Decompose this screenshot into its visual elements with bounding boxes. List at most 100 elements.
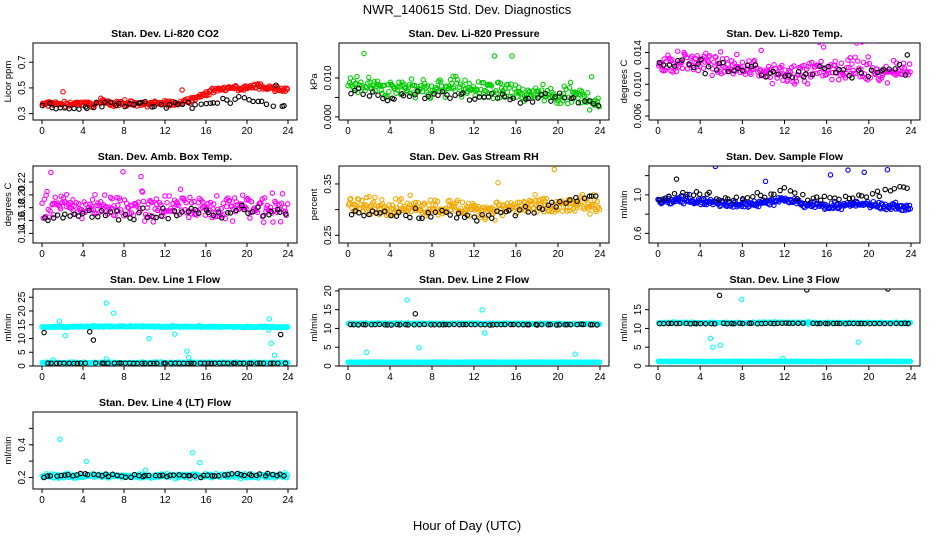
data-point bbox=[241, 206, 247, 213]
data-point bbox=[761, 194, 768, 201]
data-point bbox=[366, 93, 373, 99]
data-point bbox=[147, 360, 154, 366]
data-point bbox=[207, 100, 214, 106]
data-point bbox=[355, 196, 362, 203]
data-point bbox=[829, 69, 836, 76]
data-point bbox=[347, 75, 354, 81]
data-point bbox=[48, 169, 54, 176]
data-point bbox=[347, 321, 354, 328]
data-point bbox=[575, 100, 582, 106]
data-point bbox=[210, 201, 217, 207]
x-tick-label: 20 bbox=[552, 249, 564, 260]
data-point bbox=[122, 211, 129, 218]
data-point bbox=[475, 79, 482, 85]
data-point bbox=[189, 449, 196, 456]
data-point bbox=[218, 215, 225, 221]
data-point bbox=[907, 206, 914, 212]
data-point bbox=[229, 218, 236, 224]
x-tick-label: 12 bbox=[779, 249, 791, 260]
data-point bbox=[673, 320, 680, 327]
data-point bbox=[737, 320, 743, 326]
series-magenta bbox=[655, 43, 913, 87]
data-point bbox=[189, 105, 195, 112]
x-tick-label: 12 bbox=[159, 126, 171, 137]
data-point bbox=[547, 321, 554, 328]
x-tick-label: 0 bbox=[655, 249, 661, 260]
data-point bbox=[47, 208, 53, 214]
x-tick-label: 24 bbox=[282, 372, 294, 383]
data-point bbox=[830, 320, 837, 327]
data-point bbox=[432, 209, 439, 216]
data-point bbox=[407, 192, 413, 199]
data-point bbox=[510, 321, 517, 328]
data-point bbox=[105, 204, 112, 210]
data-point bbox=[481, 330, 488, 336]
data-point bbox=[83, 458, 90, 465]
y-axis-label: degrees C bbox=[3, 182, 14, 226]
data-point bbox=[131, 101, 137, 108]
data-point bbox=[849, 195, 856, 201]
data-point bbox=[771, 191, 777, 198]
data-point bbox=[86, 207, 92, 214]
data-point bbox=[71, 105, 77, 112]
series-cyan bbox=[655, 289, 914, 327]
data-point bbox=[891, 71, 898, 77]
data-point bbox=[233, 207, 239, 214]
data-point bbox=[450, 73, 456, 80]
panel-3: Stan. Dev. Li-820 Temp. 0 4 8 12 16 20 24 0.006 0… bbox=[619, 28, 921, 137]
data-point bbox=[731, 321, 737, 327]
data-point bbox=[695, 61, 701, 67]
data-point bbox=[827, 194, 833, 201]
data-point bbox=[274, 472, 280, 479]
x-tick-label: 12 bbox=[159, 495, 171, 506]
data-point bbox=[832, 69, 839, 76]
data-point bbox=[229, 471, 235, 477]
data-points bbox=[655, 166, 914, 214]
data-point bbox=[444, 92, 450, 98]
y-axis-label: percent bbox=[309, 188, 320, 220]
data-point bbox=[239, 192, 246, 198]
data-point bbox=[596, 321, 603, 327]
data-point bbox=[351, 201, 358, 207]
data-points bbox=[39, 300, 291, 366]
data-point bbox=[690, 192, 697, 198]
data-point bbox=[261, 195, 268, 201]
data-point bbox=[275, 360, 281, 366]
data-point bbox=[355, 322, 362, 328]
data-point bbox=[836, 196, 842, 203]
data-point bbox=[89, 197, 96, 203]
x-tick-label: 16 bbox=[821, 126, 833, 137]
data-point bbox=[434, 198, 441, 205]
data-point bbox=[534, 209, 540, 215]
data-point bbox=[906, 61, 913, 67]
data-point bbox=[479, 307, 485, 313]
data-point bbox=[498, 321, 504, 328]
data-point bbox=[284, 201, 291, 207]
data-point bbox=[906, 202, 913, 209]
data-point bbox=[361, 50, 367, 57]
data-point bbox=[859, 43, 865, 45]
data-point bbox=[502, 321, 508, 328]
data-point bbox=[813, 194, 820, 200]
data-point bbox=[226, 197, 233, 204]
x-tick-label: 4 bbox=[80, 249, 86, 260]
data-point bbox=[871, 320, 878, 327]
data-point bbox=[750, 194, 756, 200]
data-point bbox=[151, 360, 157, 366]
x-tick-label: 16 bbox=[821, 372, 833, 383]
data-point bbox=[233, 199, 239, 205]
data-point bbox=[459, 199, 466, 205]
data-point bbox=[556, 90, 563, 96]
data-point bbox=[904, 185, 910, 191]
data-point bbox=[45, 360, 51, 366]
x-tick-label: 24 bbox=[905, 126, 917, 137]
x-tick-label: 0 bbox=[345, 126, 351, 137]
data-point bbox=[354, 73, 360, 80]
data-point bbox=[885, 289, 891, 292]
data-point bbox=[167, 472, 173, 479]
series-black bbox=[41, 470, 287, 481]
data-point bbox=[671, 63, 678, 69]
data-point bbox=[884, 80, 891, 86]
data-points bbox=[345, 50, 602, 113]
data-point bbox=[564, 321, 570, 328]
